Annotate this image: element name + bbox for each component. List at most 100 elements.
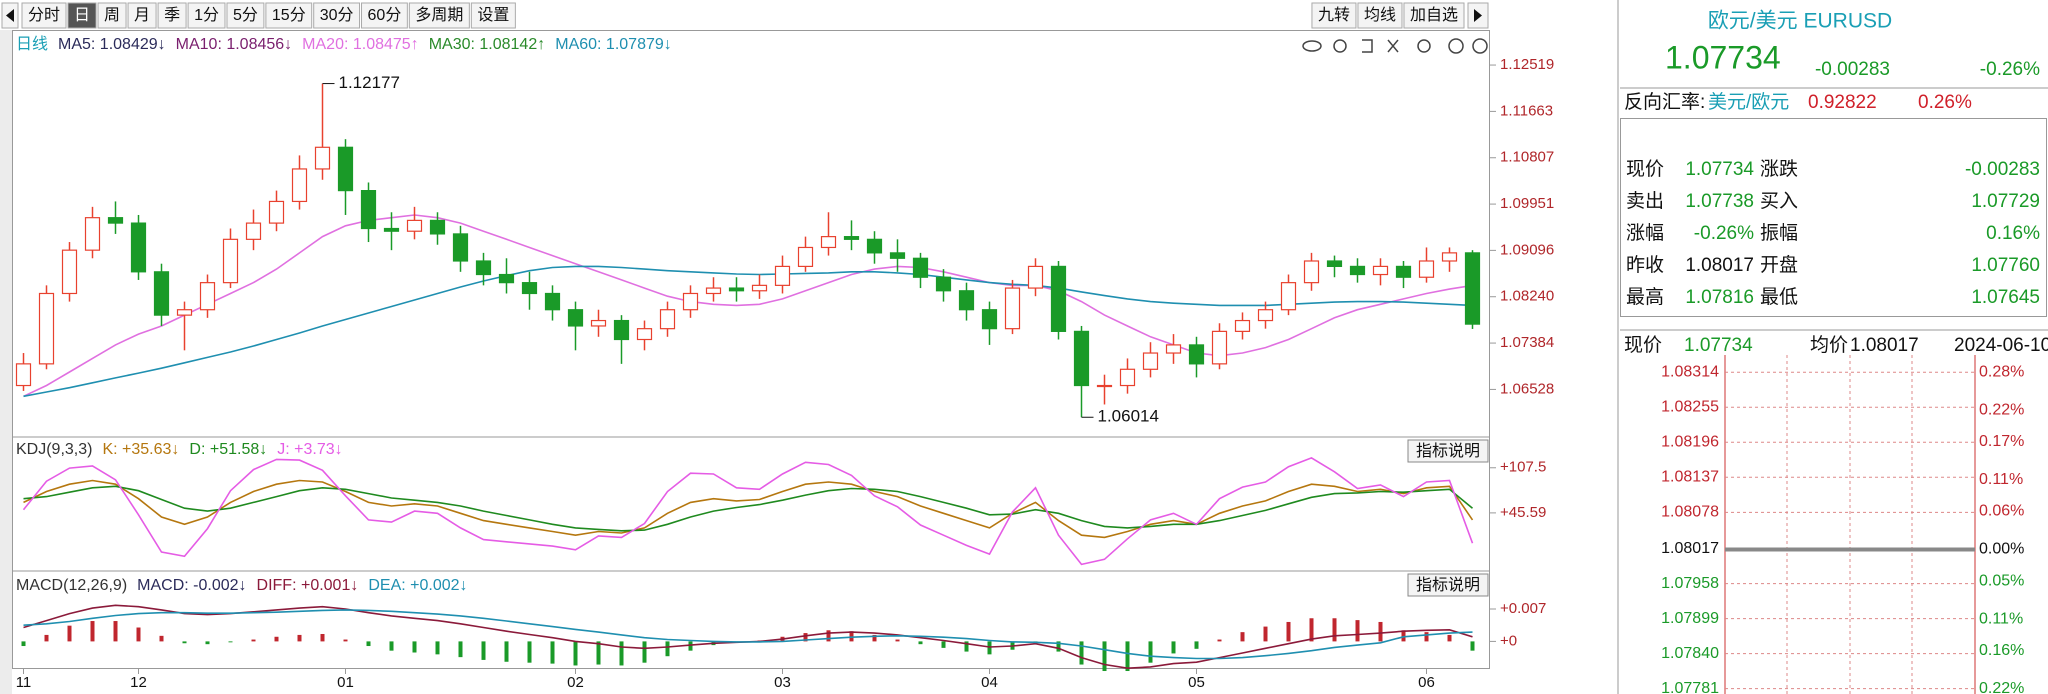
indicator-help[interactable]: 指标说明 bbox=[1407, 439, 1489, 463]
eye-icon[interactable] bbox=[1302, 40, 1322, 52]
undo-icon[interactable] bbox=[1362, 39, 1373, 53]
indicator-line bbox=[22, 457, 1474, 566]
candle-body bbox=[1165, 344, 1182, 354]
quote-label: 涨幅 bbox=[1626, 222, 1664, 244]
candle-body bbox=[1349, 265, 1366, 276]
button-label: 多周期 bbox=[415, 6, 463, 24]
toolbar-button[interactable]: 季 bbox=[157, 2, 187, 29]
minus-icon[interactable] bbox=[1472, 38, 1488, 54]
y-tick-label: 1.07781 bbox=[1661, 680, 1719, 694]
toolbar-button[interactable]: 30分 bbox=[313, 2, 361, 29]
reverse-pair[interactable]: 美元/欧元 bbox=[1708, 91, 1789, 113]
quote-label: 最高 bbox=[1626, 286, 1664, 308]
y-tick-label: 1.12519 bbox=[1500, 56, 1554, 73]
candle-body bbox=[130, 222, 147, 273]
button-label: 均线 bbox=[1364, 6, 1396, 24]
toolbar-button[interactable]: 周 bbox=[97, 2, 127, 29]
macd-bar bbox=[67, 625, 72, 642]
macd-bar bbox=[527, 641, 532, 663]
prev-arrow bbox=[6, 9, 14, 22]
macd-bar bbox=[918, 641, 923, 645]
candle-body bbox=[107, 217, 124, 224]
indicator-line bbox=[23, 479, 1474, 539]
y-tick-label: 1.07899 bbox=[1661, 610, 1719, 627]
candle-body bbox=[245, 222, 262, 240]
legend-item: K: +35.63↓ bbox=[102, 441, 179, 458]
candle-body bbox=[1119, 368, 1136, 387]
hand-icon[interactable] bbox=[1333, 39, 1347, 53]
macd-bar bbox=[320, 633, 325, 642]
intraday-header: 2024-06-10 bbox=[1954, 335, 2048, 356]
y-tick-label: 1.08255 bbox=[1661, 398, 1719, 415]
zoom-icon[interactable] bbox=[1417, 39, 1431, 53]
y-tick-label: 1.10807 bbox=[1500, 149, 1554, 166]
candle-body bbox=[452, 233, 469, 262]
button-bg bbox=[187, 2, 226, 29]
y2-tick-label: 0.11% bbox=[1979, 471, 2023, 488]
quote-label: 现价 bbox=[1626, 159, 1664, 180]
candle-body bbox=[1418, 260, 1435, 278]
quote-value: -0.26% bbox=[1694, 223, 1754, 244]
toolbar-button[interactable]: 九转 bbox=[1311, 2, 1357, 29]
legend-item: KDJ(9,3,3) bbox=[16, 441, 92, 458]
toolbar-button[interactable]: 1分 bbox=[187, 2, 226, 29]
candle-body bbox=[84, 217, 101, 251]
candle-body bbox=[268, 200, 285, 224]
macd-bar bbox=[481, 641, 486, 660]
candle-body bbox=[1464, 252, 1481, 325]
candle-body bbox=[314, 146, 331, 170]
macd-bar bbox=[941, 641, 946, 648]
candle-body bbox=[1303, 260, 1320, 284]
candle-body bbox=[751, 284, 768, 292]
macd-bar bbox=[136, 627, 141, 642]
toolbar-button[interactable]: 60分 bbox=[361, 2, 408, 29]
candle-body bbox=[1073, 330, 1090, 387]
toolbar-button[interactable]: 均线 bbox=[1357, 2, 1403, 29]
macd-bar bbox=[1171, 641, 1176, 654]
button-label: 指标说明 bbox=[1416, 442, 1480, 460]
macd-bar bbox=[1194, 641, 1199, 649]
button-bg bbox=[1357, 2, 1403, 29]
quote-label: 开盘 bbox=[1760, 254, 1798, 276]
indicator-help[interactable]: 指标说明 bbox=[1407, 573, 1489, 597]
y-tick-label: 1.08078 bbox=[1661, 504, 1719, 521]
macd-bar bbox=[642, 641, 647, 663]
button-label: 季 bbox=[164, 6, 180, 24]
toolbar-button[interactable]: 5分 bbox=[226, 2, 265, 29]
candle-body bbox=[1280, 282, 1297, 311]
toolbar-button[interactable]: 日 bbox=[67, 2, 97, 29]
toolbar-button[interactable]: 加自选 bbox=[1403, 2, 1465, 29]
cut-icon[interactable] bbox=[1387, 39, 1399, 53]
legend-item: MACD: -0.002↓ bbox=[137, 577, 246, 594]
macd-bar bbox=[987, 641, 992, 655]
y2-tick-label: 0.17% bbox=[1979, 433, 2024, 450]
candle-body bbox=[1326, 260, 1343, 268]
legend-item: J: +3.73↓ bbox=[277, 441, 342, 458]
x-tick-label: 05 bbox=[1188, 674, 1205, 691]
pair-title: 欧元/美元 EURUSD bbox=[1708, 10, 1892, 33]
button-label: 指标说明 bbox=[1416, 576, 1480, 594]
toolbar-button[interactable]: 月 bbox=[127, 2, 157, 29]
chart-frame bbox=[12, 30, 1490, 669]
y-tick-label: 1.07840 bbox=[1661, 645, 1719, 662]
y2-tick-label: 0.00% bbox=[1979, 541, 2024, 558]
y-tick-label: 1.11663 bbox=[1500, 102, 1553, 119]
price-change: -0.00283 bbox=[1815, 59, 1890, 80]
quote-value: 1.07816 bbox=[1685, 287, 1754, 308]
toolbar-button[interactable]: 分时 bbox=[21, 2, 67, 29]
quote-label: 买入 bbox=[1760, 191, 1798, 212]
candle-body bbox=[1188, 344, 1205, 365]
chart-tools bbox=[1302, 38, 1488, 54]
toolbar-button[interactable]: 多周期 bbox=[408, 2, 470, 29]
plus-icon[interactable] bbox=[1448, 38, 1464, 54]
x-tick-label: 03 bbox=[774, 674, 791, 691]
button-bg bbox=[1403, 2, 1465, 29]
candle-body bbox=[1096, 384, 1113, 388]
candle-body bbox=[1004, 287, 1021, 330]
toolbar-button[interactable]: 15分 bbox=[265, 2, 313, 29]
button-bg bbox=[97, 2, 127, 29]
macd-bar bbox=[389, 641, 394, 651]
quote-table-frame bbox=[1620, 118, 2047, 317]
toolbar-button[interactable]: 设置 bbox=[470, 2, 516, 29]
macd-bar bbox=[964, 641, 969, 652]
